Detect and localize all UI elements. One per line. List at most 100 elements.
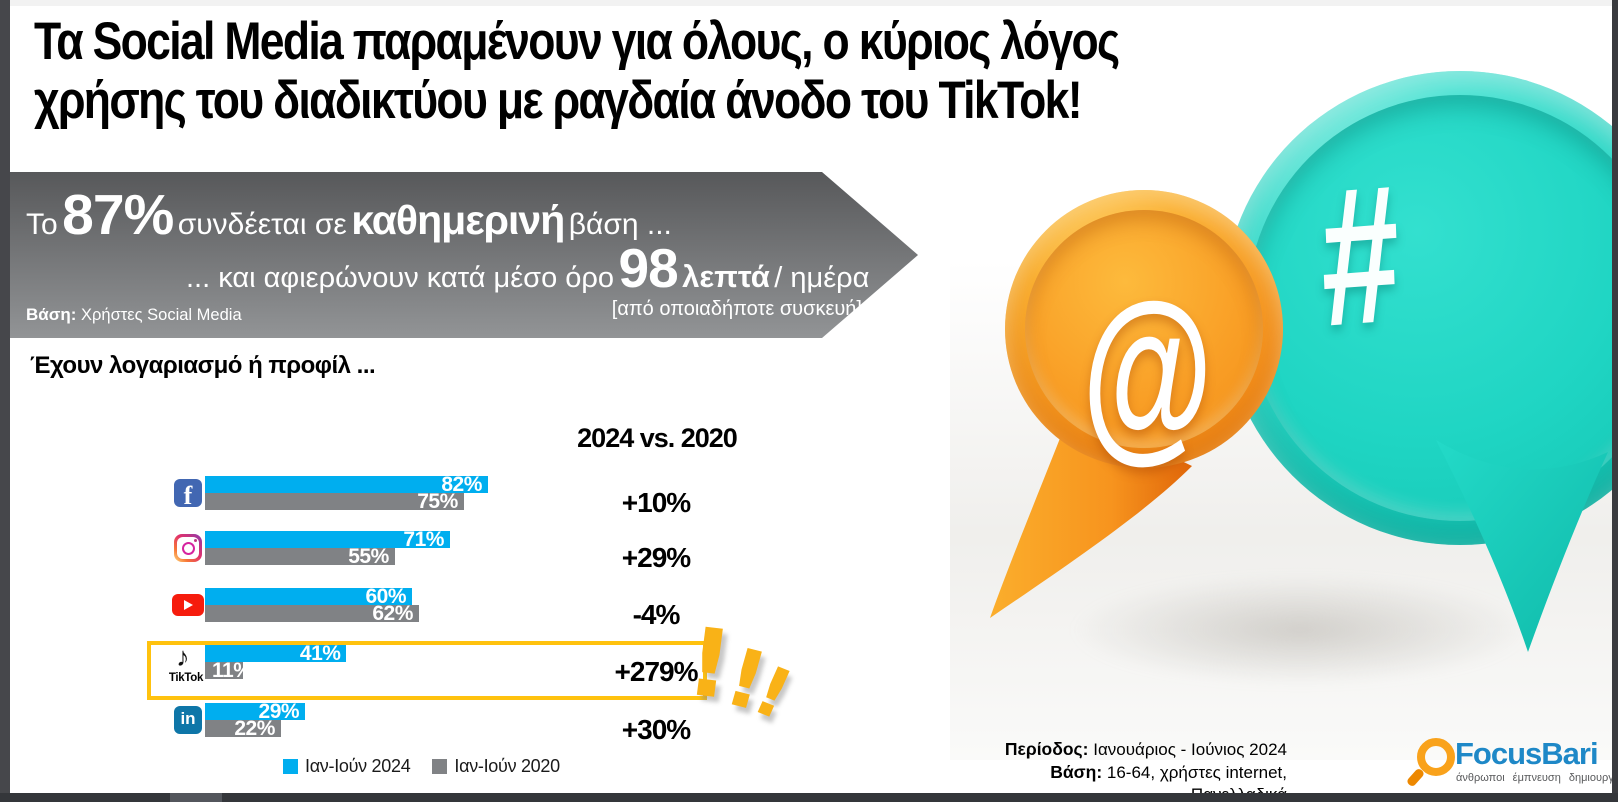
comparison-header: 2024 vs. 2020 [577, 423, 738, 453]
tiktok-bar-2020: 11% [205, 659, 252, 682]
tiktok-highlight-box [147, 641, 707, 700]
legend-swatch-2024 [283, 759, 298, 774]
bottom-scrollbar-track[interactable] [0, 793, 1618, 802]
banner-daily-word: καθημερινή [351, 197, 565, 243]
banner-arrow-shape [10, 172, 918, 338]
facebook-value-2020: 75% [417, 490, 458, 513]
instagram-icon-cell [163, 531, 209, 587]
tiktok-change-label: +279% [614, 656, 699, 687]
chart-row-linkedin: in 29% 22% +30% [0, 700, 780, 759]
speech-bubbles-illustration: # @ [950, 0, 1618, 770]
banner-base-text: Χρήστες Social Media [81, 306, 242, 324]
magnifier-ring [1417, 738, 1455, 776]
period-text: Ιανουάριος - Ιούνιος 2024 [1093, 740, 1287, 759]
banner-87pct: 87% [62, 183, 174, 247]
focusbari-logo: FocusBari άνθρωποι έμπνευση δημιουργία [1403, 734, 1618, 792]
facebook-value-2024: 82% [441, 473, 482, 496]
period-label: Περίοδος: [1004, 739, 1089, 759]
linkedin-bar-2024: 29% [205, 700, 306, 723]
chart-legend: Ιαν-Ιούν 2024 Ιαν-Ιούν 2020 [283, 756, 560, 777]
chart-row-youtube: 60% 62% -4% [0, 585, 780, 644]
linkedin-icon-cell: in [163, 703, 209, 759]
banner-line1: Το 87% συνδέεται σε καθημερινή βάση ... [26, 182, 672, 248]
chart-row-facebook: f 82% 75% +10% [0, 473, 780, 532]
stat-banner: Το 87% συνδέεται σε καθημερινή βάση ... … [10, 172, 922, 338]
banner-base-note: Βάση: Χρήστες Social Media [26, 305, 242, 325]
legend-item-2024: Ιαν-Ιούν 2024 [283, 756, 411, 777]
top-edge [10, 0, 1618, 6]
banner-device-note: [από οποιαδήποτε συσκευή] [611, 298, 862, 320]
orange-speech-bubble [1005, 190, 1283, 468]
instagram-lens [182, 542, 195, 555]
base-label: Βάση: [1050, 762, 1103, 782]
magnifier-handle [1405, 767, 1426, 788]
facebook-bar-2024: 82% [205, 473, 488, 496]
page-title-line2: χρήσης του διαδικτύου με ραγδαία άνοδο τ… [34, 71, 1083, 131]
youtube-icon-cell [163, 588, 209, 644]
youtube-icon [172, 594, 204, 616]
page-title-line1: Τα Social Media παραμένουν για όλους, ο … [34, 12, 1120, 71]
banner-base-label: Βάση: [26, 305, 77, 324]
instagram-bar-2024: 71% [205, 528, 450, 551]
chart-title: Έχουν λογαριασμό ή προφίλ ... [30, 352, 376, 379]
linkedin-bar-2020: 22% [205, 717, 281, 740]
teal-bubble-inner-face [1247, 95, 1618, 521]
youtube-change-label: -4% [632, 599, 681, 630]
banner-per-day: / ημέρα [774, 262, 870, 294]
focusbari-wordmark: FocusBari [1455, 736, 1599, 771]
bubble-tails [1436, 440, 1608, 652]
teal-speech-bubble [1223, 71, 1618, 545]
period-line: Περίοδος: Ιανουάριος - Ιούνιος 2024 [987, 738, 1287, 761]
legend-label-2020: Ιαν-Ιούν 2020 [454, 756, 560, 776]
orange-bubble-inner-face [1025, 210, 1263, 448]
instagram-flash-dot [194, 539, 197, 542]
facebook-icon: f [174, 479, 202, 507]
banner-minutes-word: λεπτά [682, 259, 770, 294]
linkedin-icon: in [174, 706, 202, 734]
linkedin-value-2024: 29% [258, 700, 300, 723]
instagram-value-2020: 55% [348, 545, 389, 568]
facebook-bar-2020: 75% [205, 490, 464, 513]
tiktok-icon-cell: ♪ TikTok [163, 642, 209, 701]
facebook-change-label: +10% [621, 487, 691, 518]
banner-connect-text: συνδέεται σε [177, 208, 347, 241]
banner-line2-prefix: ... και αφιερώνουν κατά μέσο όρο [186, 262, 615, 294]
youtube-bar-2024: 60% [205, 585, 412, 608]
tiktok-bar-2024: 41% [205, 642, 347, 665]
focusbari-tagline: άνθρωποι έμπνευση δημιουργία [1456, 772, 1618, 784]
legend-item-2020: Ιαν-Ιούν 2020 [432, 756, 560, 777]
page-title: Τα Social Media παραμένουν για όλους, ο … [34, 12, 1120, 131]
teal-bubble-tail [1436, 440, 1608, 652]
legend-swatch-2020 [432, 759, 448, 774]
chart-row-tiktok: ♪ TikTok 41% 11% +279% [0, 642, 780, 701]
tagline-word-2: έμπνευση [1512, 772, 1561, 784]
banner-basis-word: βάση ... [568, 208, 672, 241]
banner-intro: Το [26, 208, 58, 241]
youtube-bar-2020: 62% [205, 602, 419, 625]
left-edge [0, 0, 10, 802]
legend-label-2024: Ιαν-Ιούν 2024 [305, 756, 411, 776]
youtube-value-2024: 60% [365, 585, 406, 608]
instagram-value-2024: 71% [403, 528, 444, 551]
youtube-play-triangle [184, 600, 193, 610]
tiktok-value-2024: 41% [299, 642, 341, 665]
tagline-word-1: άνθρωποι [1456, 772, 1505, 784]
at-symbol: @ [1081, 262, 1214, 478]
tiktok-icon-label: TikTok [168, 672, 204, 684]
linkedin-value-2020: 22% [234, 717, 275, 740]
bubble-shadow [1070, 575, 1530, 685]
tagline-word-3: δημιουργία [1568, 772, 1618, 784]
instagram-bar-2020: 55% [205, 545, 395, 568]
bottom-scrollbar-thumb[interactable] [170, 793, 222, 802]
magnifier-icon [1405, 738, 1455, 788]
tiktok-value-2020: 11% [212, 659, 252, 682]
facebook-icon-cell: f [163, 476, 209, 532]
right-edge [1612, 0, 1618, 802]
banner-98: 98 [618, 237, 678, 299]
instagram-change-label: +29% [621, 542, 691, 573]
banner-line2: ... και αφιερώνουν κατά μέσο όρο 98 λεπτ… [186, 236, 869, 300]
linkedin-change-label: +30% [621, 714, 691, 745]
instagram-icon [174, 534, 202, 562]
chart-row-instagram: 71% 55% +29% [0, 528, 780, 587]
youtube-value-2020: 62% [372, 602, 413, 625]
